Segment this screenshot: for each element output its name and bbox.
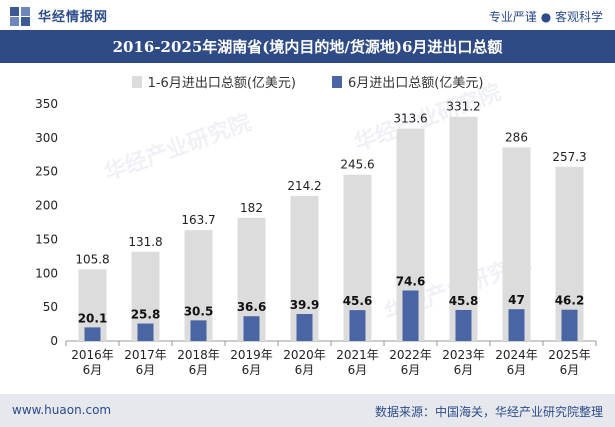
data-label-total: 163.7 [181, 213, 215, 227]
legend-swatch-total [131, 75, 142, 88]
footer-website[interactable]: www.huaon.com [12, 403, 112, 417]
x-tick-label: 6月 [136, 363, 156, 377]
x-tick-label: 2017年 [124, 348, 167, 362]
brand-name: 华经情报网 [38, 10, 109, 25]
y-tick-label: 50 [43, 300, 58, 314]
x-tick-label: 2019年 [230, 348, 273, 362]
footer-source: 数据来源：中国海关，华经产业研究院整理 [374, 405, 603, 419]
bar-june [84, 327, 101, 341]
data-label-total: 105.8 [75, 252, 109, 266]
chart-title: 2016-2025年湖南省(境内目的地/货源地)6月进出口总额 [112, 38, 503, 56]
y-tick-label: 150 [35, 232, 58, 246]
x-tick-label: 6月 [401, 363, 421, 377]
data-label-june: 45.6 [343, 294, 373, 308]
x-tick-label: 2025年 [548, 348, 591, 362]
bar-june [561, 309, 578, 341]
tagline: 专业严谨 ● 客观科学 [488, 10, 603, 24]
bar-total [449, 116, 478, 341]
x-tick-label: 2020年 [283, 348, 326, 362]
x-tick-label: 6月 [295, 363, 315, 377]
data-label-total: 286 [505, 130, 528, 144]
data-label-june: 45.8 [449, 294, 479, 308]
y-tick-label: 350 [35, 97, 58, 111]
logo-icon [10, 6, 32, 26]
x-tick-label: 6月 [242, 363, 262, 377]
x-tick-label: 2018年 [177, 348, 220, 362]
data-label-june: 39.9 [290, 298, 320, 312]
x-tick-label: 6月 [454, 363, 474, 377]
legend-swatch-june [331, 75, 342, 88]
x-tick-label: 2022年 [389, 348, 432, 362]
bar-total [502, 147, 531, 341]
legend-item-june: 6月进出口总额(亿美元) [331, 72, 484, 91]
data-label-total: 182 [240, 201, 263, 215]
data-label-june: 20.1 [78, 311, 108, 325]
x-tick-label: 2024年 [495, 348, 538, 362]
x-tick-label: 6月 [189, 363, 209, 377]
y-tick-label: 250 [35, 165, 58, 179]
x-tick-label: 6月 [560, 363, 580, 377]
y-tick-label: 200 [35, 199, 58, 213]
x-tick-label: 6月 [348, 363, 368, 377]
title-bar: 2016-2025年湖南省(境内目的地/货源地)6月进出口总额 [0, 30, 615, 63]
data-label-total: 214.2 [287, 179, 321, 193]
bar-june [402, 290, 419, 341]
data-label-total: 131.8 [128, 235, 162, 249]
x-tick-label: 2023年 [442, 348, 485, 362]
data-label-june: 36.6 [237, 300, 267, 314]
bar-june [296, 313, 313, 341]
data-label-june: 47 [508, 293, 525, 307]
data-label-june: 74.6 [396, 274, 426, 288]
y-tick-label: 0 [50, 334, 58, 348]
data-label-total: 257.3 [552, 150, 586, 164]
bar-june [455, 309, 472, 341]
data-label-june: 25.8 [131, 308, 161, 322]
data-label-total: 245.6 [340, 158, 374, 172]
x-tick-label: 6月 [507, 363, 527, 377]
bar-june [243, 316, 260, 341]
x-tick-label: 6月 [83, 363, 103, 377]
footer: www.huaon.com 数据来源：中国海关，华经产业研究院整理 [0, 394, 615, 427]
legend-item-total: 1-6月进出口总额(亿美元) [131, 72, 296, 91]
data-label-june: 30.5 [184, 304, 214, 318]
bar-june [190, 320, 207, 341]
chart-legend: 1-6月进出口总额(亿美元) 6月进出口总额(亿美元) [0, 72, 615, 91]
legend-label-june: 6月进出口总额(亿美元) [347, 76, 484, 91]
bar-june [137, 323, 154, 341]
bar-june [349, 310, 366, 341]
logo: 华经情报网 [10, 6, 109, 26]
bar-chart: 050100150200250300350105.820.12016年6月131… [35, 97, 597, 377]
data-label-total: 313.6 [393, 112, 427, 126]
bar-june [508, 309, 525, 341]
legend-label-total: 1-6月进出口总额(亿美元) [147, 76, 296, 91]
y-tick-label: 300 [35, 131, 58, 145]
data-label-total: 331.2 [446, 100, 480, 114]
x-tick-label: 2016年 [71, 348, 114, 362]
top-bar: 华经情报网 专业严谨 ● 客观科学 [0, 0, 615, 30]
data-label-june: 46.2 [555, 294, 585, 308]
x-tick-label: 2021年 [336, 348, 379, 362]
y-tick-label: 100 [35, 266, 58, 280]
